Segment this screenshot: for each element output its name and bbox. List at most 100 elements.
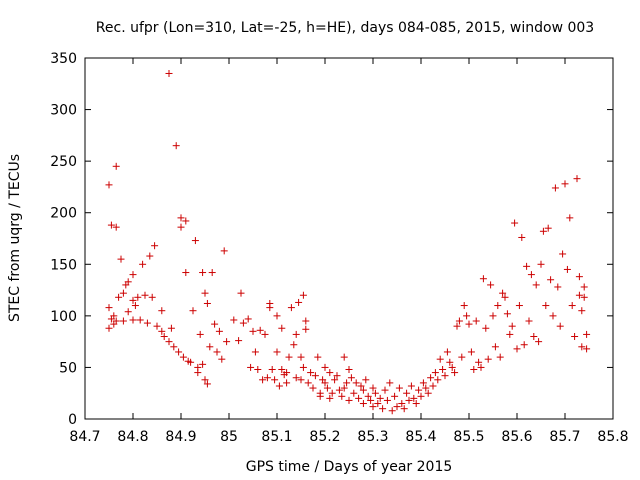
data-point <box>424 389 432 397</box>
data-point <box>393 403 401 411</box>
data-point <box>139 260 147 268</box>
data-point <box>405 396 413 404</box>
data-point <box>436 355 444 363</box>
y-tick-label: 250 <box>50 154 77 170</box>
data-point <box>160 332 168 340</box>
data-point <box>218 355 226 363</box>
data-point <box>105 324 113 332</box>
data-point <box>547 276 555 284</box>
data-point <box>475 358 483 366</box>
data-point <box>302 317 310 325</box>
data-point <box>470 365 478 373</box>
data-point <box>561 180 569 188</box>
data-point <box>326 394 334 402</box>
data-point <box>153 322 161 330</box>
x-tick-label: 84.9 <box>165 429 196 445</box>
data-point <box>544 224 552 232</box>
data-point <box>283 379 291 387</box>
data-point <box>191 237 199 245</box>
data-point <box>321 363 329 371</box>
data-point <box>119 289 127 297</box>
data-point <box>268 365 276 373</box>
data-point <box>381 386 389 394</box>
data-point <box>403 389 411 397</box>
data-point <box>335 386 343 394</box>
data-point <box>340 384 348 392</box>
data-point <box>580 293 588 301</box>
data-point <box>489 312 497 320</box>
data-point <box>175 348 183 356</box>
data-point <box>458 353 466 361</box>
data-point <box>508 322 516 330</box>
data-point <box>203 380 211 388</box>
data-point <box>249 327 257 335</box>
data-point <box>350 389 358 397</box>
data-point <box>105 304 113 312</box>
x-tick-label: 85.5 <box>453 429 484 445</box>
data-point <box>501 293 509 301</box>
data-point <box>134 293 142 301</box>
data-point <box>273 348 281 356</box>
x-tick-label: 85.2 <box>309 429 340 445</box>
data-point <box>172 142 180 150</box>
data-point <box>316 392 324 400</box>
data-point <box>453 322 461 330</box>
data-point <box>323 384 331 392</box>
data-point <box>244 315 252 323</box>
data-point <box>158 327 166 335</box>
data-point <box>170 343 178 351</box>
data-point <box>177 223 185 231</box>
data-point <box>578 343 586 351</box>
x-tick-label: 85.8 <box>597 429 628 445</box>
data-point <box>321 379 329 387</box>
data-point <box>278 365 286 373</box>
data-point <box>105 181 113 189</box>
data-point <box>251 348 259 356</box>
data-point <box>441 372 449 380</box>
data-point <box>479 275 487 283</box>
data-point <box>201 376 209 384</box>
data-point <box>451 369 459 377</box>
data-point <box>359 386 367 394</box>
data-point <box>549 312 557 320</box>
data-point <box>523 262 531 270</box>
data-point <box>465 320 473 328</box>
data-point <box>345 396 353 404</box>
data-point <box>340 353 348 361</box>
data-point <box>460 302 468 310</box>
data-point <box>112 162 120 170</box>
data-point <box>520 341 528 349</box>
data-point <box>376 394 384 402</box>
data-point <box>333 372 341 380</box>
data-point <box>580 283 588 291</box>
data-point <box>124 278 132 286</box>
data-point <box>578 307 586 315</box>
data-point <box>297 353 305 361</box>
data-point <box>583 330 591 338</box>
data-point <box>427 374 435 382</box>
data-point <box>297 376 305 384</box>
data-point <box>201 289 209 297</box>
data-point <box>299 363 307 371</box>
data-point <box>141 291 149 299</box>
data-point <box>211 320 219 328</box>
data-point <box>391 392 399 400</box>
data-point <box>292 374 300 382</box>
data-point <box>302 325 310 333</box>
chart-title: Rec. ufpr (Lon=310, Lat=-25, h=HE), days… <box>96 20 594 36</box>
data-point <box>107 221 115 229</box>
axis-ticks: 84.7 84.8 84.9 85 85.1 85.2 85.3 85.4 85.5 85.6 85… <box>50 51 628 445</box>
data-point <box>285 353 293 361</box>
data-point <box>386 379 394 387</box>
data-point <box>278 324 286 332</box>
data-point <box>292 330 300 338</box>
data-point <box>311 372 319 380</box>
data-point <box>400 405 408 413</box>
x-tick-label: 85.6 <box>501 429 532 445</box>
data-point <box>443 348 451 356</box>
data-point <box>367 396 375 404</box>
data-point <box>146 252 154 260</box>
data-point <box>362 376 370 384</box>
data-point <box>143 319 151 327</box>
